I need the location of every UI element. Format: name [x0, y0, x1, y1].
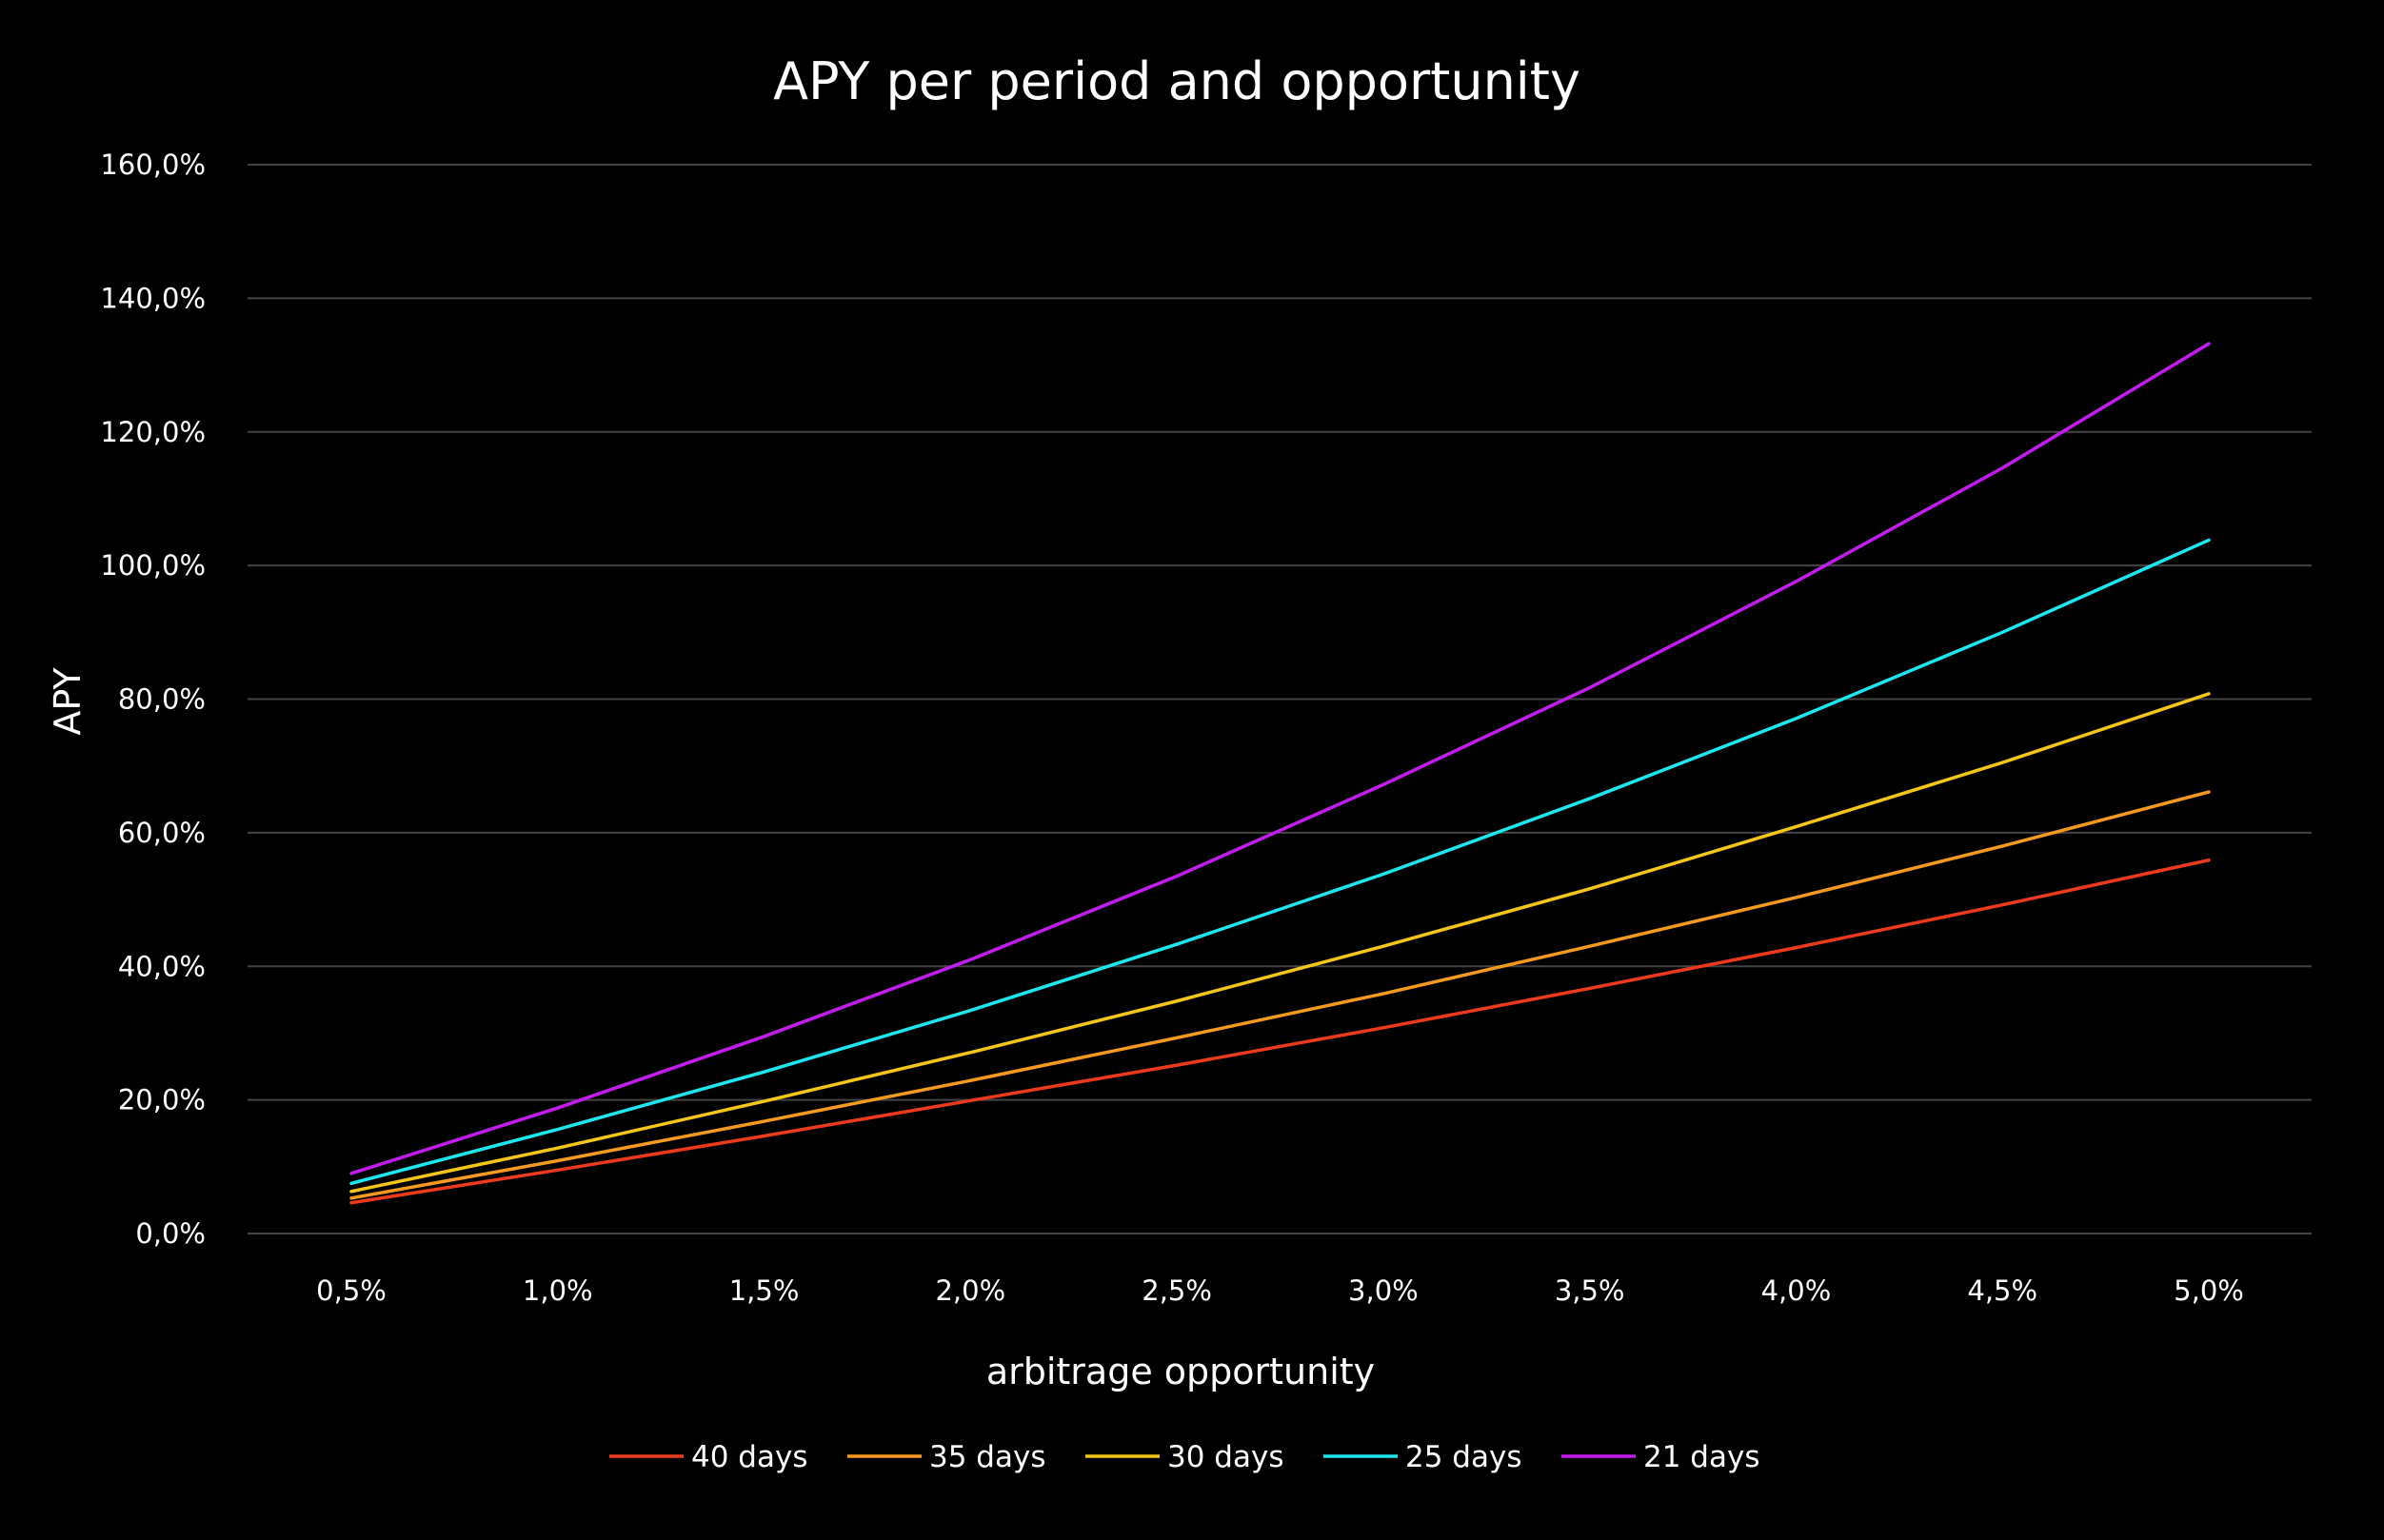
y-axis-ticks: 0,0% 20,0% 40,0% 60,0% 80,0% 100,0% 120,0% 140,… [100, 148, 206, 1250]
legend-label: 25 days [1405, 1440, 1521, 1474]
legend-item: 25 days [1323, 1440, 1521, 1474]
x-tick-label: 3,5% [1555, 1274, 1625, 1307]
x-tick-label: 2,5% [1142, 1274, 1212, 1307]
x-axis-label: arbitrage opportunity [986, 1351, 1375, 1392]
y-tick-label: 60,0% [118, 817, 206, 849]
legend-label: 40 days [691, 1440, 807, 1474]
series-line-25-days [349, 538, 2211, 1186]
x-tick-label: 5,0% [2174, 1274, 2244, 1307]
legend-label: 21 days [1643, 1440, 1759, 1474]
x-tick-label: 4,5% [1967, 1274, 2037, 1307]
series-line-21-days [349, 342, 2211, 1175]
legend-item: 21 days [1561, 1440, 1759, 1474]
x-tick-label: 1,5% [729, 1274, 800, 1307]
series-line-40-days [349, 858, 2211, 1205]
x-tick-label: 2,0% [935, 1274, 1005, 1307]
x-tick-label: 1,0% [523, 1274, 593, 1307]
legend-item: 40 days [609, 1440, 807, 1474]
legend: 40 days 35 days 30 days 25 days 21 days [609, 1440, 1759, 1474]
gridlines [248, 164, 2312, 1234]
y-axis-label: APY [47, 667, 89, 736]
y-tick-label: 20,0% [118, 1084, 206, 1116]
y-tick-label: 160,0% [100, 148, 206, 181]
x-axis-ticks: 0,5% 1,0% 1,5% 2,0% 2,5% 3,0% 3,5% 4,0% 4,5% 5,0% [316, 1274, 2244, 1307]
series-line-35-days [349, 790, 2211, 1200]
x-tick-label: 4,0% [1761, 1274, 1832, 1307]
legend-label: 35 days [929, 1440, 1045, 1474]
y-tick-label: 100,0% [100, 549, 206, 582]
series-line-30-days [349, 692, 2211, 1194]
legend-label: 30 days [1167, 1440, 1283, 1474]
series-lines [349, 342, 2211, 1205]
y-tick-label: 140,0% [100, 282, 206, 314]
x-tick-label: 0,5% [316, 1274, 387, 1307]
y-tick-label: 120,0% [100, 416, 206, 448]
y-tick-label: 40,0% [118, 950, 206, 982]
legend-item: 30 days [1085, 1440, 1283, 1474]
x-tick-label: 3,0% [1348, 1274, 1419, 1307]
y-tick-label: 0,0% [135, 1217, 206, 1250]
legend-item: 35 days [847, 1440, 1045, 1474]
chart-title: APY per period and opportunity [773, 51, 1580, 111]
y-tick-label: 80,0% [118, 683, 206, 716]
